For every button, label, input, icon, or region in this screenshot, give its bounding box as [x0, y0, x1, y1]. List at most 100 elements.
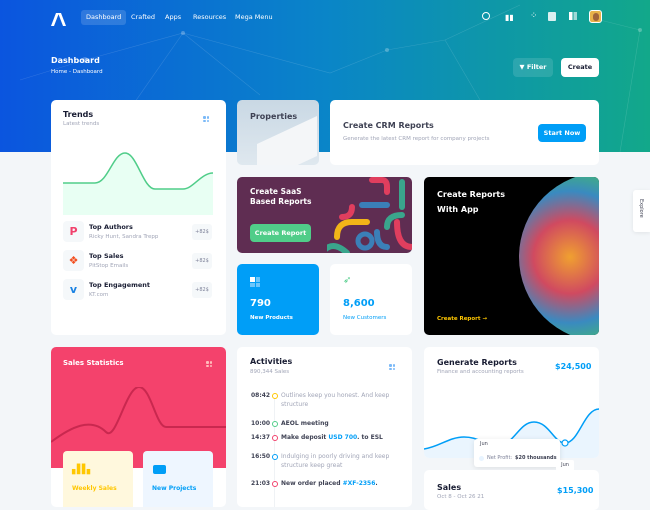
start-now-button[interactable]: Start Now: [538, 124, 586, 142]
menu-icon[interactable]: [203, 116, 209, 122]
activity-time: 10:00: [251, 420, 271, 427]
create-button[interactable]: Create: [561, 58, 599, 77]
activity-text: AEOL meeting: [281, 420, 329, 427]
figma-icon: ❖: [63, 250, 84, 271]
activity-time: 08:42: [251, 392, 271, 399]
arrow-right-icon: →: [482, 316, 488, 322]
tooltip-label: Net Profit:: [487, 455, 513, 461]
activity-time: 21:03: [251, 480, 271, 487]
activity-text: Make deposit USD 700. to ESL: [281, 434, 383, 441]
chart-icon[interactable]: ▮▮: [505, 13, 514, 22]
customers-label: New Customers: [343, 315, 387, 321]
activity-link[interactable]: #XF-2356: [342, 480, 376, 487]
trends-chart: [63, 152, 213, 215]
tooltip-value: $20 thousands: [515, 455, 557, 461]
new-customers-card: ➶ 8,600 New Customers: [330, 264, 412, 335]
crm-card: Create CRM Reports Generate the latest C…: [330, 100, 599, 165]
trend-title[interactable]: Top Sales: [89, 252, 124, 260]
trends-line: [63, 152, 213, 190]
trend-sub: Ricky Hunt, Sandra Trepp: [89, 234, 159, 240]
timeline-line: [274, 397, 275, 507]
generate-reports-card: Generate Reports Finance and accounting …: [424, 347, 599, 458]
sales-stats-banner: [51, 347, 226, 468]
activity-time: 14:37: [251, 434, 271, 441]
planet-image: [519, 177, 599, 335]
breadcrumb-home[interactable]: Home: [51, 69, 68, 75]
activities-card: Activities 890,344 Sales 08:42 Outlines …: [237, 347, 412, 507]
properties-title: Properties: [250, 112, 298, 121]
data-point[interactable]: [561, 439, 569, 447]
sales-stats-chart: [51, 387, 226, 443]
trends-subtitle: Latest trends: [63, 121, 100, 127]
sales-card: Sales Oct 8 - Oct 26 21 $15,300: [424, 470, 599, 510]
app-reports-card: Create Reports With App Create Report →: [424, 177, 599, 335]
trend-badge: +82$: [192, 282, 212, 298]
breadcrumb-current: Dashboard: [72, 69, 103, 75]
filter-label: Filter: [526, 63, 547, 71]
nav-resources[interactable]: Resources: [193, 13, 227, 21]
network-pattern: [19, 4, 642, 152]
building-image: [257, 116, 317, 165]
timeline-dot-icon: [272, 421, 278, 427]
briefcase-icon: [153, 465, 166, 474]
products-label: New Products: [250, 315, 293, 321]
create-report-button[interactable]: Create Report: [250, 224, 311, 242]
bar-chart-icon: ▖▌▌▖: [72, 465, 94, 475]
grid-icon: [250, 277, 260, 287]
weekly-sales-tile[interactable]: ▖▌▌▖ Weekly Sales: [63, 451, 133, 507]
crm-subtitle: Generate the latest CRM report for compa…: [343, 136, 490, 142]
user-avatar[interactable]: [589, 10, 602, 23]
saas-title: Create SaaS Based Reports: [250, 187, 312, 206]
chart-tooltip: Jun Net Profit: $20 thousands: [474, 439, 560, 467]
logo[interactable]: [51, 11, 66, 30]
nav-dashboard[interactable]: Dashboard: [81, 10, 127, 25]
filter-icon: ▼: [519, 63, 525, 71]
timeline-dot-icon: [272, 435, 278, 441]
page-title: Dashboard: [51, 56, 100, 65]
new-projects-tile[interactable]: New Projects: [143, 451, 213, 507]
products-value: 790: [250, 298, 271, 309]
weekly-sales-label: Weekly Sales: [72, 485, 117, 492]
activity-text: Outlines keep you honest. And keep struc…: [281, 392, 390, 408]
filter-button[interactable]: ▼ Filter: [513, 58, 553, 77]
trend-title[interactable]: Top Authors: [89, 223, 133, 231]
abstract-shapes: [327, 177, 412, 253]
network-icon[interactable]: ⁘: [530, 11, 538, 21]
rocket-icon: ➶: [343, 275, 352, 286]
saas-card: Create SaaS Based Reports Create Report: [237, 177, 412, 253]
generate-subtitle: Finance and accounting reports: [437, 369, 524, 375]
x-axis-label: Jun: [556, 460, 574, 471]
timeline-dot-icon: [272, 481, 278, 487]
search-icon[interactable]: [482, 12, 490, 20]
sales-title: Sales: [437, 483, 462, 492]
menu-icon[interactable]: [206, 361, 212, 367]
app-title: Create Reports With App: [437, 190, 506, 214]
activity-text: Indulging in poorly driving and keep str…: [281, 453, 390, 469]
trend-badge: +82$: [192, 253, 212, 269]
nav-apps[interactable]: Apps: [165, 13, 182, 21]
new-projects-label: New Projects: [152, 485, 197, 492]
app-create-report-link[interactable]: Create Report →: [437, 316, 488, 322]
breadcrumb: Home - Dashboard: [51, 69, 103, 75]
nav-mega-menu[interactable]: Mega Menu: [235, 13, 273, 21]
tooltip-title: Jun: [480, 441, 488, 447]
new-products-card: 790 New Products: [237, 264, 319, 335]
p-logo-icon: P: [63, 221, 84, 242]
chat-icon[interactable]: [548, 12, 556, 21]
menu-icon[interactable]: [389, 364, 395, 370]
sales-stats-title: Sales Statistics: [63, 359, 124, 367]
activity-link[interactable]: USD 700: [328, 434, 358, 441]
nav-crafted[interactable]: Crafted: [131, 13, 156, 21]
generate-title: Generate Reports: [437, 358, 517, 367]
trend-sub: KT.com: [89, 292, 109, 298]
explore-toggle[interactable]: Explore: [633, 190, 650, 232]
activities-subtitle: 890,344 Sales: [250, 369, 290, 375]
vimeo-icon: v: [63, 279, 84, 300]
explore-label: Explore: [638, 199, 644, 218]
generate-amount: $24,500: [555, 362, 592, 371]
apps-icon[interactable]: [569, 12, 577, 20]
activity-text: New order placed #XF-2356.: [281, 480, 378, 487]
timeline-dot-icon: [272, 454, 278, 460]
properties-card[interactable]: Properties: [237, 100, 319, 165]
trend-title[interactable]: Top Engagement: [89, 281, 151, 289]
